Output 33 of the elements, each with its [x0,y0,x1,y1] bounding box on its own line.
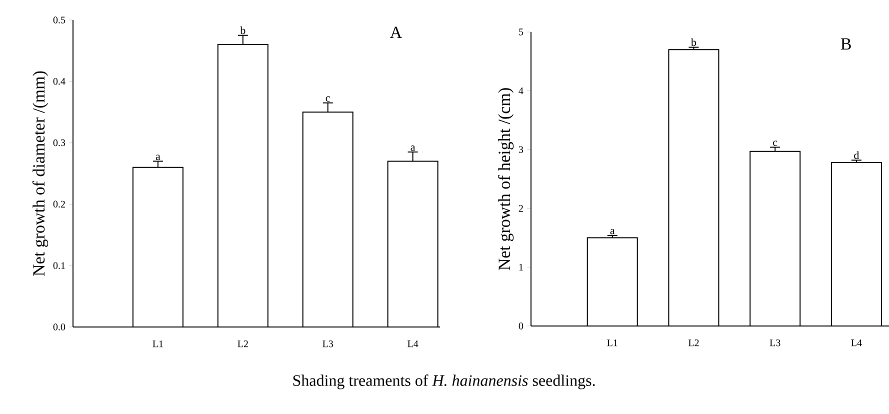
x-tick-label: L2 [688,340,699,346]
y-tick-label: 3 [518,146,524,153]
annotation: c [326,96,330,102]
annotation: b [690,38,696,46]
y-tick-label: 0 [518,322,524,330]
x-axis-title: Shading treaments of H. hainanensis seedlings. [293,374,595,390]
annotation: d [854,151,860,159]
x-tick-label: L4 [851,340,862,346]
y-tick-label: 0.1 [53,262,65,269]
annotation: a [410,146,416,151]
x-tick-label: L2 [238,340,248,348]
y-axis-title: Net growth of diameter /(mm) [32,71,48,276]
y-tick-label: 0.4 [53,78,66,85]
y-tick-label: 1 [519,264,523,270]
annotation: b [240,26,246,34]
y-tick-label: 2 [518,205,523,212]
y-tick-label: 0.0 [53,324,66,330]
y-tick-label: 4 [518,87,524,94]
y-tick-label: 0.5 [53,16,66,24]
annotation: a [610,228,615,234]
y-tick-label: 0.3 [53,139,66,146]
y-tick-label: 5 [519,28,524,36]
chart-title: B [840,38,851,50]
annotation: a [156,154,160,160]
y-axis-title: Net growth of height /(cm) [498,88,514,270]
x-tick-label: L3 [770,340,780,346]
annotation: c [773,140,778,146]
x-tick-label: L1 [607,340,618,346]
chart-title: A [390,26,402,38]
x-tick-label: L1 [152,340,163,348]
x-tick-label: L3 [322,340,334,348]
x-tick-label: L4 [408,340,418,348]
y-tick-label: 0.2 [53,200,65,208]
